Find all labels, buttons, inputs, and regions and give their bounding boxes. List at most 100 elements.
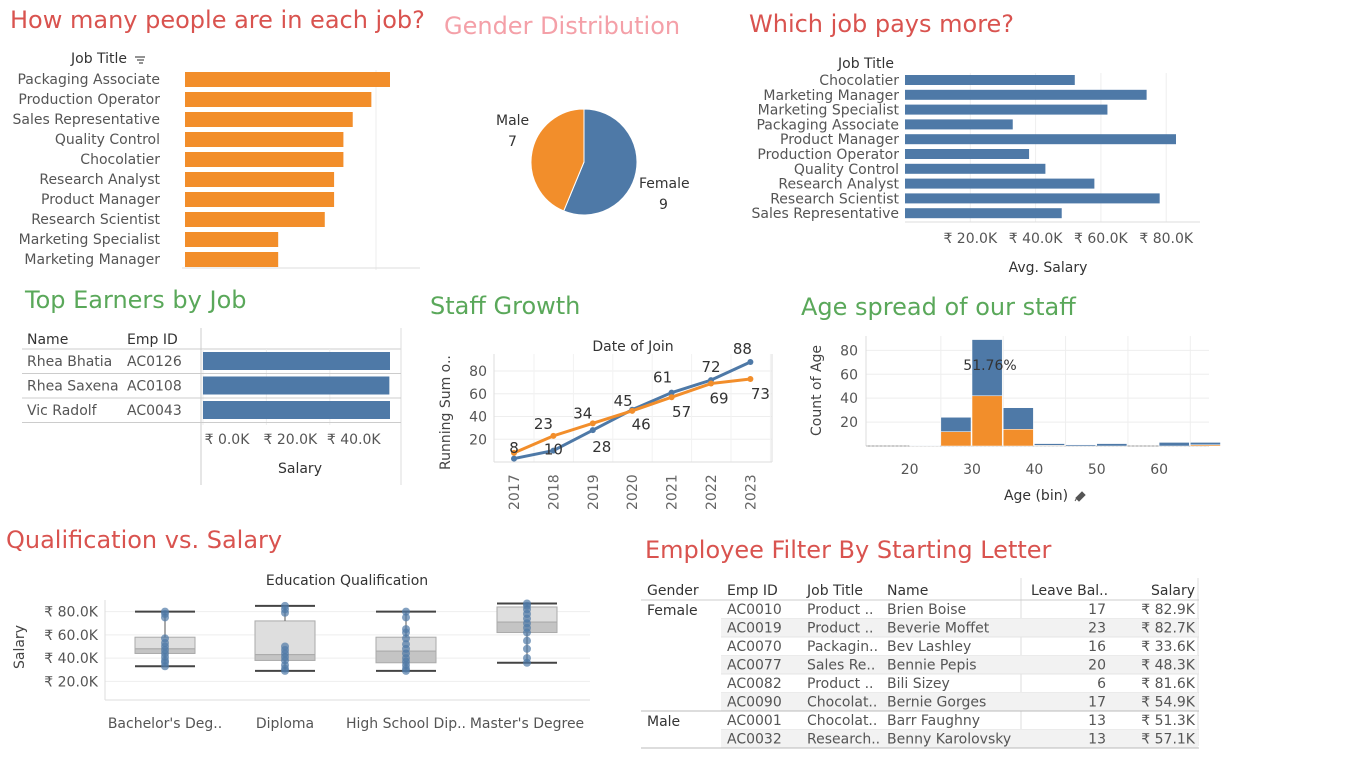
age-bin-female xyxy=(1190,442,1221,446)
growth-data-label: 10 xyxy=(544,441,563,459)
x-tick: 50 xyxy=(1088,462,1106,478)
job-label: Chocolatier xyxy=(80,152,160,168)
salary-point xyxy=(523,599,531,608)
job-label: Product Manager xyxy=(41,192,160,208)
col-header-name: Name xyxy=(27,332,68,348)
job-count-bar xyxy=(185,252,279,267)
x-tick-year: 2020 xyxy=(625,474,641,510)
top-earner-salary-bar xyxy=(203,376,390,395)
job-pay-label: Research Scientist xyxy=(770,191,899,207)
col-header: Gender xyxy=(647,583,699,599)
salary-tick: ₹ 60.0K xyxy=(44,628,99,644)
cell-salary: ₹ 33.6K xyxy=(1141,639,1196,655)
top-earner-emp-id: AC0126 xyxy=(127,354,182,370)
col-header-emp-id: Emp ID xyxy=(127,332,178,348)
salary-point xyxy=(402,625,410,634)
job-pay-label: Quality Control xyxy=(794,162,899,178)
growth-point xyxy=(550,432,557,439)
job-title-header: Job Title xyxy=(70,51,127,67)
job-count-bar xyxy=(185,192,335,207)
y-tick: 60 xyxy=(840,367,858,383)
x-tick-year: 2022 xyxy=(704,474,720,510)
axis-label-count-of-age: Count of Age xyxy=(809,345,825,436)
x-tick-qualification: Master's Degree xyxy=(470,716,584,732)
x-tick-year: 2023 xyxy=(743,474,759,510)
title-staff-growth: Staff Growth xyxy=(430,292,581,320)
x-tick-year: 2018 xyxy=(546,474,562,510)
row-band xyxy=(721,692,1198,711)
cell-emp-id: AC0082 xyxy=(727,676,782,692)
x-tick: 40 xyxy=(1025,462,1043,478)
salary-tick: ₹ 60.0K xyxy=(1074,231,1129,247)
x-tick-qualification: Bachelor's Deg.. xyxy=(108,716,222,732)
x-tick-year: 2019 xyxy=(586,474,602,510)
avg-salary-bar xyxy=(905,193,1160,204)
salary-tick: ₹ 40.0K xyxy=(327,432,382,448)
salary-point xyxy=(523,654,531,663)
salary-point xyxy=(281,642,289,651)
growth-point xyxy=(550,447,557,454)
job-pay-label: Chocolatier xyxy=(819,73,899,89)
cell-emp-id: AC0001 xyxy=(727,713,782,729)
col-header: Salary xyxy=(1151,583,1195,599)
salary-point xyxy=(161,634,169,643)
cell-salary: ₹ 82.7K xyxy=(1141,621,1196,637)
cell-name: Bev Lashley xyxy=(887,639,971,655)
job-label: Marketing Specialist xyxy=(19,232,161,248)
row-band xyxy=(721,729,1198,748)
job-count-bar xyxy=(185,72,390,87)
cell-name: Beverie Moffet xyxy=(887,621,990,637)
age-bin-female xyxy=(1158,442,1190,447)
growth-point xyxy=(511,449,517,456)
col-header: Emp ID xyxy=(727,583,778,599)
col-header: Leave Bal.. xyxy=(1031,583,1108,599)
age-bin-female xyxy=(940,417,972,432)
age-bin-male xyxy=(940,431,972,447)
cell-salary: ₹ 81.6K xyxy=(1141,676,1196,692)
growth-data-label: 72 xyxy=(701,358,720,376)
avg-salary-bar xyxy=(905,89,1147,100)
avg-salary-bar xyxy=(905,178,1095,189)
salary-tick: ₹ 80.0K xyxy=(44,605,99,621)
growth-point xyxy=(708,380,714,387)
salary-point xyxy=(161,607,169,616)
job-count-bar xyxy=(185,212,325,227)
age-percentage-label: 51.76% xyxy=(963,358,1016,374)
growth-data-label: 73 xyxy=(751,385,770,403)
growth-data-label: 46 xyxy=(632,416,651,434)
job-label: Production Operator xyxy=(18,92,160,108)
salary-tick: ₹ 20.0K xyxy=(44,674,99,690)
growth-data-label: 57 xyxy=(672,403,691,421)
axis-label-salary: Salary xyxy=(278,461,322,477)
cell-job-title: Packagin.. xyxy=(807,639,878,655)
x-tick-year: 2021 xyxy=(665,474,681,510)
growth-data-label: 28 xyxy=(592,438,611,456)
top-earner-emp-id: AC0043 xyxy=(127,403,182,419)
cell-name: Bili Sizey xyxy=(887,676,950,692)
avg-salary-bar xyxy=(905,208,1062,219)
cell-job-title: Product .. xyxy=(807,602,874,618)
job-count-bar xyxy=(185,172,335,187)
cell-job-title: Research.. xyxy=(807,732,880,748)
cell-salary: ₹ 51.3K xyxy=(1141,713,1196,729)
y-tick: 40 xyxy=(840,391,858,407)
cell-job-title: Chocolat.. xyxy=(807,713,877,729)
salary-point xyxy=(402,613,410,622)
job-count-bar xyxy=(185,92,372,107)
y-tick: 80 xyxy=(469,364,487,380)
growth-point xyxy=(589,427,596,434)
age-bin-female xyxy=(1096,443,1128,447)
age-bin-male xyxy=(971,395,1003,447)
growth-point xyxy=(668,394,675,401)
job-count-bar xyxy=(185,132,344,147)
x-tick-qualification: Diploma xyxy=(256,716,314,732)
salary-tick: ₹ 40.0K xyxy=(44,651,99,667)
growth-point xyxy=(747,376,754,383)
x-tick: 60 xyxy=(1150,462,1168,478)
job-label: Marketing Manager xyxy=(24,252,160,268)
cell-job-title: Product .. xyxy=(807,621,874,637)
cell-salary: ₹ 48.3K xyxy=(1141,658,1196,674)
salary-point xyxy=(402,634,410,643)
cell-leave-balance: 6 xyxy=(1097,676,1106,692)
job-pay-label: Research Analyst xyxy=(778,177,899,193)
